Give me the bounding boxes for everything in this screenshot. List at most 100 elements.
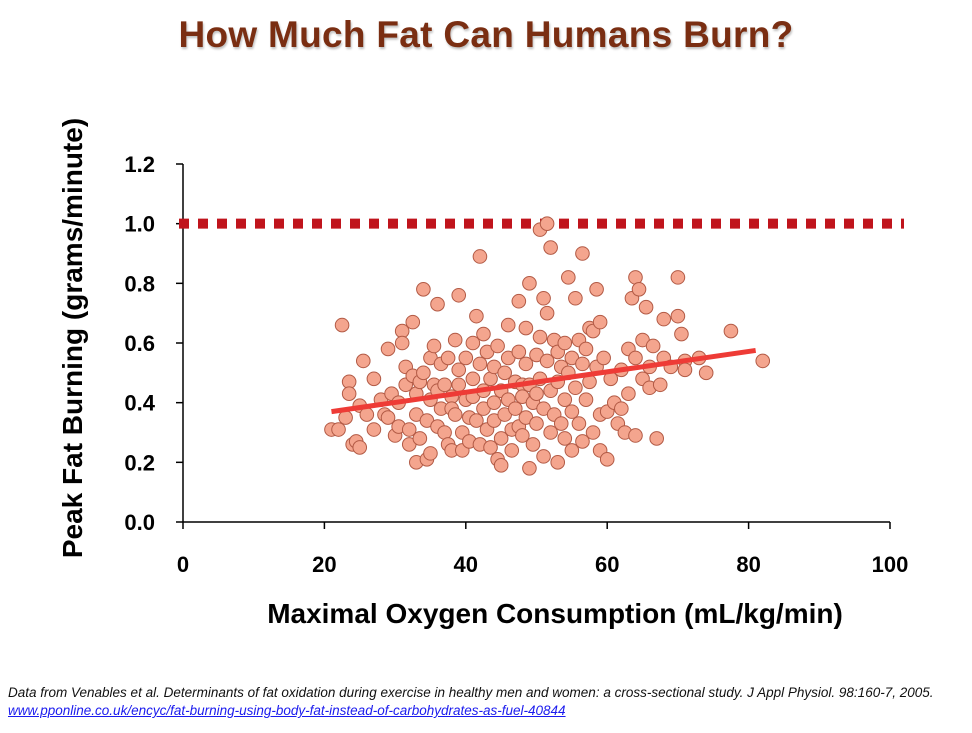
citation-link[interactable]: www.pponline.co.uk/encyc/fat-burning-usi… <box>8 703 566 718</box>
data-point <box>522 461 537 476</box>
data-point <box>575 434 590 449</box>
x-tick-label: 100 <box>872 552 909 577</box>
data-point <box>497 365 512 381</box>
data-point <box>532 329 548 345</box>
data-point <box>465 335 481 351</box>
data-point <box>564 443 580 458</box>
data-point <box>575 246 590 261</box>
y-tick-label: 0.6 <box>124 331 155 356</box>
data-point <box>525 437 541 452</box>
data-point <box>472 356 488 372</box>
data-point <box>331 422 346 437</box>
data-point <box>352 440 368 455</box>
data-point <box>677 362 693 378</box>
data-point <box>483 440 498 455</box>
citation: Data from Venables et al. Determinants o… <box>8 684 968 720</box>
data-points <box>324 216 771 476</box>
y-tick-label: 0.2 <box>124 450 155 475</box>
data-point <box>578 341 594 357</box>
data-point <box>486 395 502 410</box>
data-point <box>628 428 643 443</box>
data-point <box>394 335 410 351</box>
data-point <box>628 350 643 366</box>
x-tick-label: 60 <box>595 552 619 577</box>
data-point <box>405 314 421 330</box>
chart-title: How Much Fat Can Humans Burn? <box>178 14 794 55</box>
data-point <box>550 455 566 470</box>
x-tick-label: 20 <box>312 552 336 577</box>
data-point <box>568 290 583 306</box>
data-point <box>380 341 396 357</box>
data-point <box>539 353 555 369</box>
data-point <box>652 377 668 393</box>
data-point <box>451 287 467 303</box>
data-point <box>755 353 771 369</box>
y-tick-label: 0.8 <box>124 271 155 296</box>
data-point <box>437 377 452 393</box>
data-point <box>698 365 714 381</box>
data-point <box>638 299 654 315</box>
data-point <box>575 356 590 372</box>
data-point <box>553 416 569 431</box>
data-point <box>621 386 636 402</box>
data-point <box>592 314 608 330</box>
data-point <box>557 431 573 446</box>
citation-text: Data from Venables et al. Determinants o… <box>8 685 934 700</box>
data-point <box>557 335 573 351</box>
data-point <box>366 371 382 387</box>
data-point <box>518 356 534 372</box>
data-point <box>589 282 604 297</box>
data-point <box>614 401 629 416</box>
data-point <box>511 344 527 360</box>
data-point <box>412 431 428 446</box>
data-point <box>493 458 509 473</box>
data-point <box>341 386 357 402</box>
data-point <box>334 317 350 333</box>
data-point <box>511 293 527 309</box>
data-point <box>447 407 463 422</box>
data-point <box>536 290 551 306</box>
x-axis-label: Maximal Oxygen Consumption (mL/kg/min) <box>267 598 843 629</box>
data-point <box>493 431 509 446</box>
data-point <box>578 392 594 407</box>
x-axis: 0 20 40 60 80 100 <box>177 521 909 577</box>
y-tick-label: 1.0 <box>124 212 155 237</box>
data-point <box>539 216 555 231</box>
data-point <box>656 311 672 327</box>
y-axis-label: Peak Fat Burning (grams/minute) <box>57 118 88 558</box>
data-point <box>366 422 382 437</box>
y-tick-label: 1.2 <box>124 152 155 177</box>
data-point <box>490 338 505 354</box>
x-tick-label: 40 <box>454 552 478 577</box>
data-point <box>338 410 353 425</box>
trend-line-group <box>331 347 757 415</box>
data-point <box>430 296 445 312</box>
y-tick-label: 0.0 <box>124 510 155 535</box>
data-point <box>465 371 481 387</box>
y-axis: 0.0 0.2 0.4 0.6 0.8 1.0 1.2 <box>124 152 184 535</box>
data-point <box>380 410 396 425</box>
data-point <box>440 350 456 366</box>
data-point <box>539 305 555 321</box>
data-point <box>561 270 576 285</box>
data-point <box>451 362 467 378</box>
data-point <box>359 407 375 422</box>
data-point <box>423 446 438 461</box>
data-point <box>515 428 530 443</box>
data-point <box>645 338 661 354</box>
data-point <box>599 452 615 467</box>
data-point <box>476 326 491 342</box>
data-point <box>458 350 474 366</box>
data-point <box>631 282 647 297</box>
data-point <box>543 425 558 440</box>
data-point <box>504 443 520 458</box>
data-point <box>568 380 583 396</box>
data-point <box>536 449 551 464</box>
data-point <box>649 431 664 446</box>
data-point <box>670 308 686 324</box>
data-point <box>723 323 739 339</box>
data-point <box>529 416 544 431</box>
data-point <box>447 332 463 348</box>
data-point <box>355 353 371 369</box>
data-point <box>564 404 580 419</box>
